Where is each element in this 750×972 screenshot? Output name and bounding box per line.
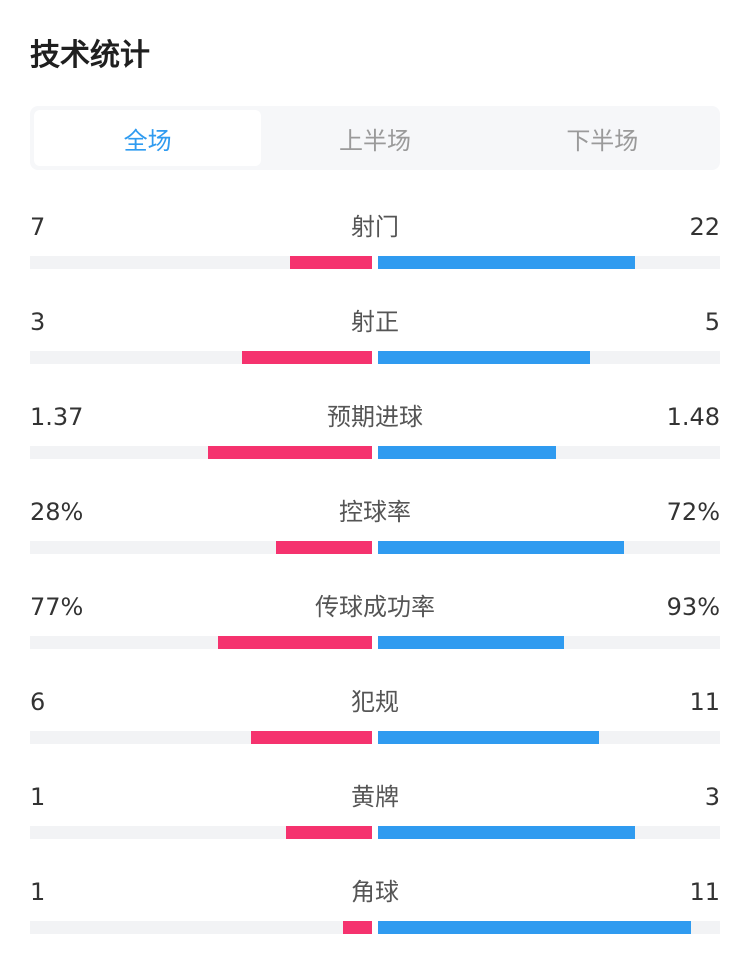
home-bar-track: [30, 636, 372, 649]
away-bar: [378, 921, 691, 934]
away-bar: [378, 446, 556, 459]
away-bar-track: [378, 921, 720, 934]
home-bar: [290, 256, 372, 269]
away-value: 11: [689, 878, 720, 906]
stat-label: 预期进球: [327, 403, 423, 431]
home-bar: [208, 446, 372, 459]
home-bar: [276, 541, 372, 554]
away-value: 11: [689, 688, 720, 716]
home-bar-track: [30, 541, 372, 554]
away-bar: [378, 636, 564, 649]
stat-label: 射门: [351, 213, 399, 241]
stat-row: 7 射门 22: [30, 198, 720, 293]
home-value: 1: [30, 878, 46, 906]
stat-row: 6 犯规 11: [30, 673, 720, 768]
stat-row: 77% 传球成功率 93%: [30, 578, 720, 673]
home-value: 1.37: [30, 403, 84, 431]
stats-list: 7 射门 22 3 射正 5 1.37 预期进球 1.48 28% 控球率 72% 77% 传球成功率 93…: [30, 198, 720, 958]
away-bar: [378, 541, 624, 554]
away-bar: [378, 826, 635, 839]
home-value: 1: [30, 783, 46, 811]
stat-row: 1 黄牌 3: [30, 768, 720, 863]
away-value: 1.48: [666, 403, 720, 431]
stat-label: 传球成功率: [315, 593, 435, 621]
home-bar-track: [30, 351, 372, 364]
away-bar-track: [378, 351, 720, 364]
away-value: 93%: [666, 593, 720, 621]
away-value: 5: [704, 308, 720, 336]
stat-row: 1 角球 11: [30, 863, 720, 958]
home-value: 77%: [30, 593, 84, 621]
away-bar: [378, 351, 590, 364]
home-bar: [218, 636, 372, 649]
stat-row: 28% 控球率 72%: [30, 483, 720, 578]
away-bar-track: [378, 446, 720, 459]
away-value: 3: [704, 783, 720, 811]
home-bar-track: [30, 256, 372, 269]
away-bar: [378, 731, 599, 744]
home-value: 3: [30, 308, 46, 336]
page-title: 技术统计: [30, 38, 150, 73]
period-tabs: 全场 上半场 下半场: [30, 106, 720, 170]
stat-label: 控球率: [339, 498, 411, 526]
away-bar: [378, 256, 635, 269]
home-value: 28%: [30, 498, 84, 526]
away-bar-track: [378, 636, 720, 649]
home-bar-track: [30, 731, 372, 744]
stat-label: 黄牌: [351, 783, 399, 811]
home-bar-track: [30, 826, 372, 839]
home-bar-track: [30, 446, 372, 459]
home-value: 7: [30, 213, 46, 241]
away-value: 22: [689, 213, 720, 241]
tab-full-match[interactable]: 全场: [34, 110, 262, 166]
home-bar: [251, 731, 372, 744]
stat-label: 犯规: [351, 688, 399, 716]
home-bar-track: [30, 921, 372, 934]
tab-first-half[interactable]: 上半场: [338, 126, 411, 155]
home-bar: [343, 921, 372, 934]
away-value: 72%: [666, 498, 720, 526]
stat-row: 1.37 预期进球 1.48: [30, 388, 720, 483]
stat-label: 射正: [351, 308, 399, 336]
away-bar-track: [378, 826, 720, 839]
home-value: 6: [30, 688, 46, 716]
away-bar-track: [378, 256, 720, 269]
stat-row: 3 射正 5: [30, 293, 720, 388]
home-bar: [242, 351, 372, 364]
stat-label: 角球: [351, 878, 399, 906]
away-bar-track: [378, 541, 720, 554]
away-bar-track: [378, 731, 720, 744]
home-bar: [286, 826, 372, 839]
tab-second-half[interactable]: 下半场: [566, 126, 639, 155]
